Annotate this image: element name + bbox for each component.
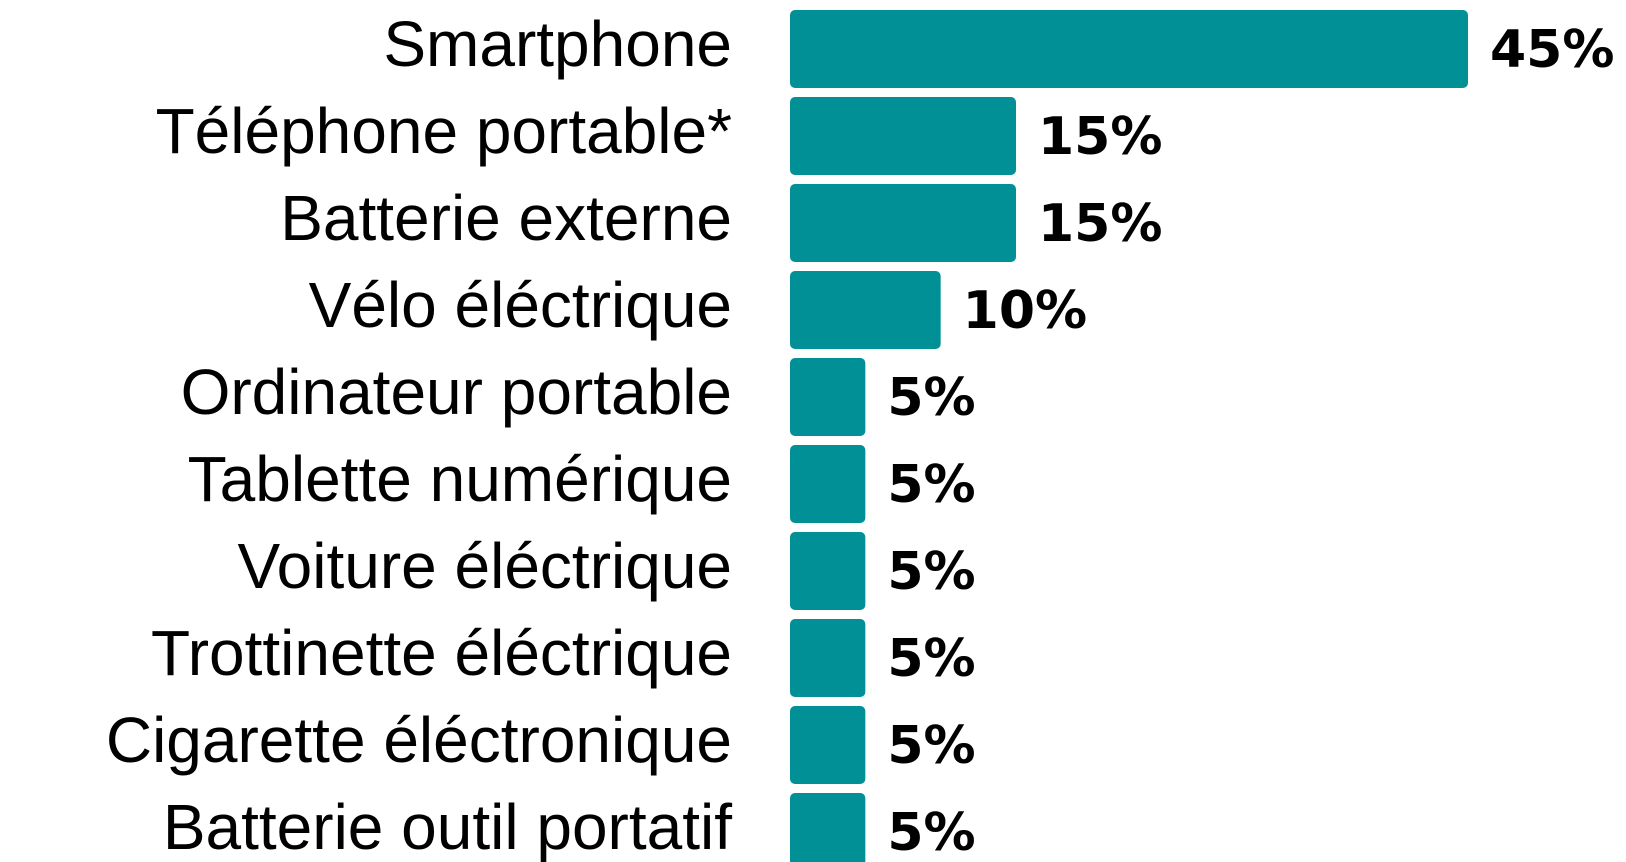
value-label: 15%	[1038, 107, 1162, 167]
bar	[790, 706, 866, 784]
bar	[790, 184, 1016, 262]
value-label: 5%	[887, 803, 975, 862]
value-label: 5%	[887, 368, 975, 428]
bar	[790, 97, 1016, 175]
category-label: Trottinette éléctrique	[151, 617, 732, 689]
bar	[790, 445, 866, 523]
category-label: Tablette numérique	[188, 443, 732, 515]
category-label: Téléphone portable*	[156, 95, 732, 167]
category-label: Vélo éléctrique	[309, 269, 732, 341]
bar	[790, 271, 941, 349]
value-label: 45%	[1490, 20, 1614, 80]
category-label: Voiture éléctrique	[237, 530, 732, 602]
bar	[790, 793, 866, 862]
bar	[790, 358, 866, 436]
value-label: 15%	[1038, 194, 1162, 254]
bar	[790, 619, 866, 697]
category-label: Batterie externe	[280, 182, 732, 254]
bar	[790, 532, 866, 610]
category-label: Ordinateur portable	[181, 356, 732, 428]
value-label: 10%	[963, 281, 1087, 341]
bar	[790, 10, 1468, 88]
category-label: Cigarette éléctronique	[106, 704, 732, 776]
category-label: Smartphone	[383, 8, 732, 80]
value-label: 5%	[887, 629, 975, 689]
value-label: 5%	[887, 542, 975, 602]
value-label: 5%	[887, 455, 975, 515]
category-label: Batterie outil portatif	[163, 791, 732, 862]
value-label: 5%	[887, 716, 975, 776]
